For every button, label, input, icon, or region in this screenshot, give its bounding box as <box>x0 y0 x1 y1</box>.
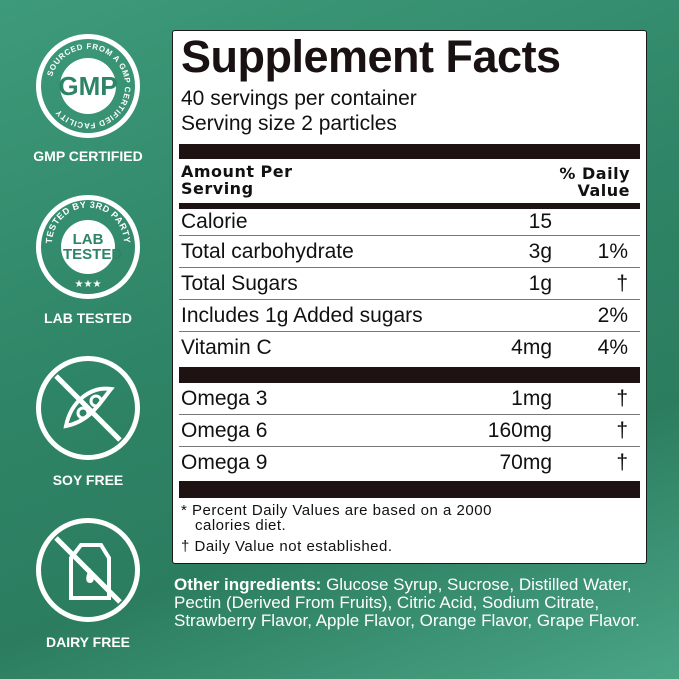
nutrient-dv: 1% <box>597 239 628 263</box>
nutrient-dv: † <box>616 451 628 474</box>
header-amount-line1: Amount Per <box>181 162 293 181</box>
fact-row: Omega 6 160mg † <box>179 415 640 447</box>
nutrient-dv: † <box>616 386 628 410</box>
serving-size: Serving size 2 particles <box>181 112 397 135</box>
fact-row: Total Sugars 1g † <box>179 268 640 300</box>
nutrient-amount: 1g <box>528 271 552 295</box>
lab-tested-seal-icon: TESTED BY 3RD PARTY ★★★ LAB TESTED <box>36 195 140 299</box>
footnote-line: calories diet. <box>195 517 287 534</box>
gmp-center-text: GMP <box>58 71 118 101</box>
badge-label: DAIRY FREE <box>45 634 130 650</box>
nutrient-dv: † <box>616 271 628 295</box>
soy-free-icon <box>36 356 140 460</box>
divider-bar <box>179 203 640 209</box>
footnote-dagger: † Daily Value not established. <box>181 538 393 555</box>
nutrient-dv: 2% <box>597 303 628 327</box>
fact-row: Vitamin C 4mg 4% <box>179 332 640 364</box>
ingredients-text: Glucose Syrup, Sucrose, Distilled Water,… <box>174 575 640 630</box>
header-amount-line2: Serving <box>181 179 254 198</box>
nutrient-amount: 4mg <box>511 336 552 359</box>
nutrient-name: Includes 1g Added sugars <box>181 303 423 327</box>
facts-title: Supplement Facts <box>181 31 561 82</box>
divider-bar <box>179 481 640 498</box>
nutrient-amount: 3g <box>528 239 552 263</box>
divider-bar <box>179 144 640 159</box>
nutrient-dv: † <box>616 418 628 442</box>
fact-row: Includes 1g Added sugars 2% <box>179 300 640 332</box>
nutrient-name: Omega 9 <box>181 451 268 474</box>
footnote-daily-values: * Percent Daily Values are based on a 20… <box>181 503 492 533</box>
header-dv-line1: % Daily <box>559 164 630 183</box>
gmp-seal-icon: SOURCED FROM A GMP CERTIFIED FACILITY GM… <box>36 34 140 138</box>
nutrient-name: Omega 3 <box>181 386 268 410</box>
fact-row: Omega 9 70mg † <box>179 447 640 479</box>
header-amount: Amount Per Serving <box>181 163 293 197</box>
nutrient-amount: 1mg <box>511 386 552 410</box>
fact-row: Calorie 15 <box>179 209 640 236</box>
divider-bar <box>179 367 640 383</box>
servings-per-container: 40 servings per container <box>181 87 417 110</box>
nutrient-name: Total Sugars <box>181 271 298 295</box>
nutrient-amount: 160mg <box>487 418 552 442</box>
nutrient-name: Calorie <box>181 210 248 233</box>
nutrient-name: Omega 6 <box>181 418 268 442</box>
ingredients-label: Other ingredients: <box>174 575 322 594</box>
badge-label: SOY FREE <box>52 472 124 488</box>
stars-icon: ★★★ <box>75 279 102 290</box>
header-daily-value: % Daily Value <box>559 165 630 199</box>
nutrient-name: Vitamin C <box>181 336 272 359</box>
nutrient-name: Total carbohydrate <box>181 239 354 263</box>
nutrient-dv: 4% <box>597 336 628 359</box>
fact-row: Omega 3 1mg † <box>179 383 640 415</box>
dairy-free-icon <box>36 518 140 622</box>
nutrient-amount: 15 <box>528 210 552 233</box>
header-dv-line2: Value <box>577 181 630 200</box>
badge-label: GMP CERTIFIED <box>33 148 143 164</box>
badge-label: LAB TESTED <box>44 310 132 326</box>
supplement-facts-panel: Supplement Facts 40 servings per contain… <box>172 30 647 564</box>
fact-row: Total carbohydrate 3g 1% <box>179 236 640 268</box>
lab-center-text: LAB TESTED <box>63 231 123 263</box>
other-ingredients: Other ingredients: Glucose Syrup, Sucros… <box>174 576 649 630</box>
nutrient-amount: 70mg <box>499 451 552 474</box>
footnote-line: * Percent Daily Values are based on a 20… <box>181 502 492 519</box>
